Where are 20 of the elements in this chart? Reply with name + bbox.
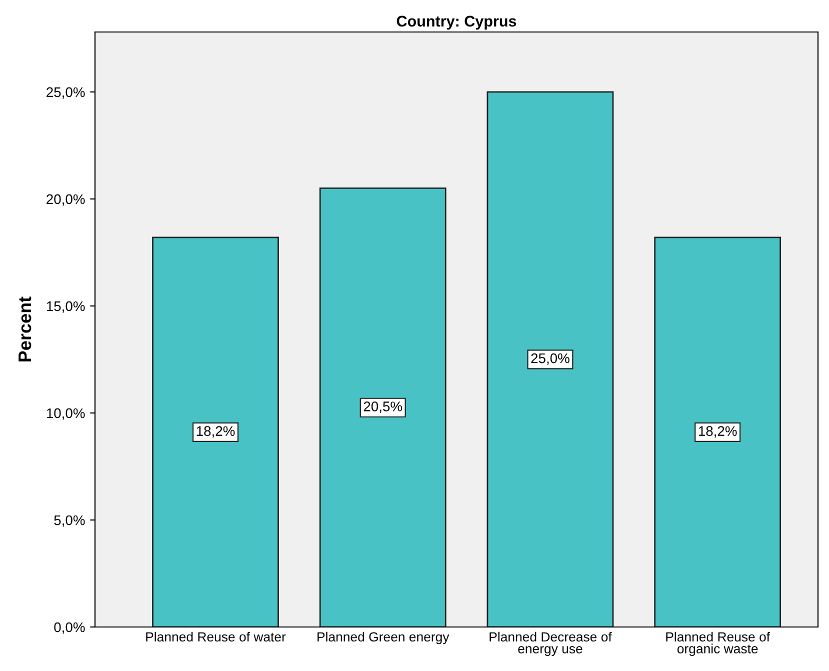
y-tick-label: 25,0%: [46, 87, 85, 99]
bar: [319, 188, 446, 627]
data-label: 18,2%: [698, 426, 737, 438]
y-axis-title: Percent: [18, 296, 32, 362]
y-tick-label: 10,0%: [46, 408, 85, 420]
x-tick-label: Planned Decrease of energy use: [490, 632, 612, 656]
x-tick-label: Planned Reuse of organic waste: [666, 632, 770, 656]
data-label: 18,2%: [196, 426, 235, 438]
y-tick-label: 20,0%: [46, 194, 85, 206]
y-tick-label: 5,0%: [54, 515, 85, 527]
data-label: 25,0%: [531, 353, 570, 365]
x-tick-label: Planned Reuse of water: [146, 632, 286, 642]
y-tick-label: 15,0%: [46, 301, 85, 313]
data-label: 20,5%: [364, 402, 402, 413]
bar: [654, 236, 782, 627]
bar: [486, 91, 614, 627]
y-tick-label: 0,0%: [54, 622, 85, 634]
chart-title: Country: Cyprus: [396, 16, 516, 30]
bar: [152, 236, 279, 627]
x-tick-label: Planned Green energy: [318, 632, 450, 644]
